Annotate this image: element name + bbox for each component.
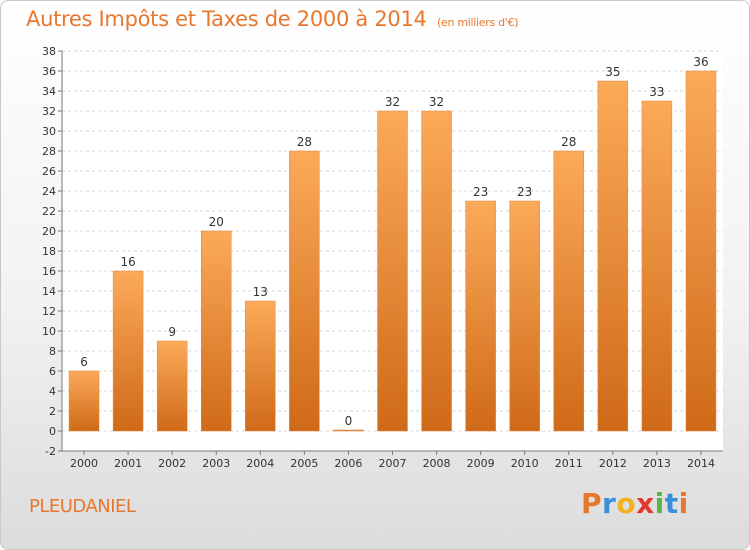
x-tick-label: 2012 xyxy=(599,457,627,470)
data-label: 32 xyxy=(385,95,400,109)
bar xyxy=(597,80,629,432)
logo-letter: t xyxy=(664,487,679,520)
bar xyxy=(685,70,717,432)
data-label: 0 xyxy=(345,414,353,428)
y-tick-label: 0 xyxy=(49,425,56,438)
bar xyxy=(641,100,673,432)
x-tick-label: 2006 xyxy=(334,457,362,470)
logo-letter: r xyxy=(602,487,617,520)
data-label: 33 xyxy=(649,85,664,99)
data-label: 23 xyxy=(517,185,532,199)
y-tick-label: 6 xyxy=(49,365,56,378)
x-tick-label: 2013 xyxy=(643,457,671,470)
data-label: 20 xyxy=(209,215,224,229)
x-tick-label: 2004 xyxy=(246,457,274,470)
bar xyxy=(421,110,452,432)
y-tick-label: 14 xyxy=(42,285,56,298)
data-label: 16 xyxy=(120,255,135,269)
chart-title-text: Autres Impôts et Taxes de 2000 à 2014 xyxy=(26,7,427,31)
y-tick-label: 12 xyxy=(42,305,56,318)
y-tick-label: 4 xyxy=(49,385,56,398)
data-label: 28 xyxy=(297,135,312,149)
chart-subtitle: (en milliers d'€) xyxy=(437,16,519,29)
y-tick-label: 28 xyxy=(42,145,56,158)
bar xyxy=(245,300,276,432)
bar xyxy=(333,429,364,432)
y-tick-label: 38 xyxy=(42,45,56,58)
bar xyxy=(201,230,232,432)
x-tick-label: 2008 xyxy=(423,457,451,470)
bar xyxy=(289,150,320,432)
bar xyxy=(509,200,540,432)
y-tick-label: -2 xyxy=(45,445,56,458)
data-label: 23 xyxy=(473,185,488,199)
bar xyxy=(377,110,408,432)
y-tick-label: 2 xyxy=(49,405,56,418)
x-tick-label: 2011 xyxy=(555,457,583,470)
logo-letter: i xyxy=(678,487,689,520)
x-tick-label: 2002 xyxy=(158,457,186,470)
data-label: 36 xyxy=(693,55,708,69)
x-tick-label: 2001 xyxy=(114,457,142,470)
y-tick-label: 22 xyxy=(42,205,56,218)
chart-title: Autres Impôts et Taxes de 2000 à 2014 (e… xyxy=(26,7,518,31)
data-label: 6 xyxy=(80,355,88,369)
y-tick-label: 8 xyxy=(49,345,56,358)
logo-letter: i xyxy=(654,487,665,520)
x-tick-label: 2003 xyxy=(202,457,230,470)
x-tick-label: 2007 xyxy=(379,457,407,470)
data-label: 9 xyxy=(168,325,176,339)
x-tick-label: 2009 xyxy=(467,457,495,470)
y-tick-label: 32 xyxy=(42,105,56,118)
x-tick-label: 2010 xyxy=(511,457,539,470)
proxiti-logo: Proxiti xyxy=(581,487,689,520)
bar xyxy=(465,200,496,432)
logo-letter: P xyxy=(581,487,603,520)
bar xyxy=(553,150,584,432)
commune-name: PLEUDANIEL xyxy=(29,496,136,517)
logo-letter: o xyxy=(616,487,637,520)
y-tick-label: 34 xyxy=(42,85,56,98)
data-label: 13 xyxy=(253,285,268,299)
data-label: 35 xyxy=(605,65,620,79)
y-tick-label: 30 xyxy=(42,125,56,138)
data-label: 32 xyxy=(429,95,444,109)
x-tick-label: 2005 xyxy=(290,457,318,470)
y-tick-label: 24 xyxy=(42,185,56,198)
bar xyxy=(68,370,100,432)
y-tick-label: 36 xyxy=(42,65,56,78)
x-tick-label: 2000 xyxy=(70,457,98,470)
y-tick-label: 16 xyxy=(42,265,56,278)
x-tick-label: 2014 xyxy=(687,457,715,470)
data-label: 28 xyxy=(561,135,576,149)
bar xyxy=(156,340,188,432)
y-tick-label: 26 xyxy=(42,165,56,178)
y-tick-label: 18 xyxy=(42,245,56,258)
bar xyxy=(112,270,144,432)
y-tick-label: 10 xyxy=(42,325,56,338)
y-tick-label: 20 xyxy=(42,225,56,238)
logo-letter: x xyxy=(636,487,655,520)
